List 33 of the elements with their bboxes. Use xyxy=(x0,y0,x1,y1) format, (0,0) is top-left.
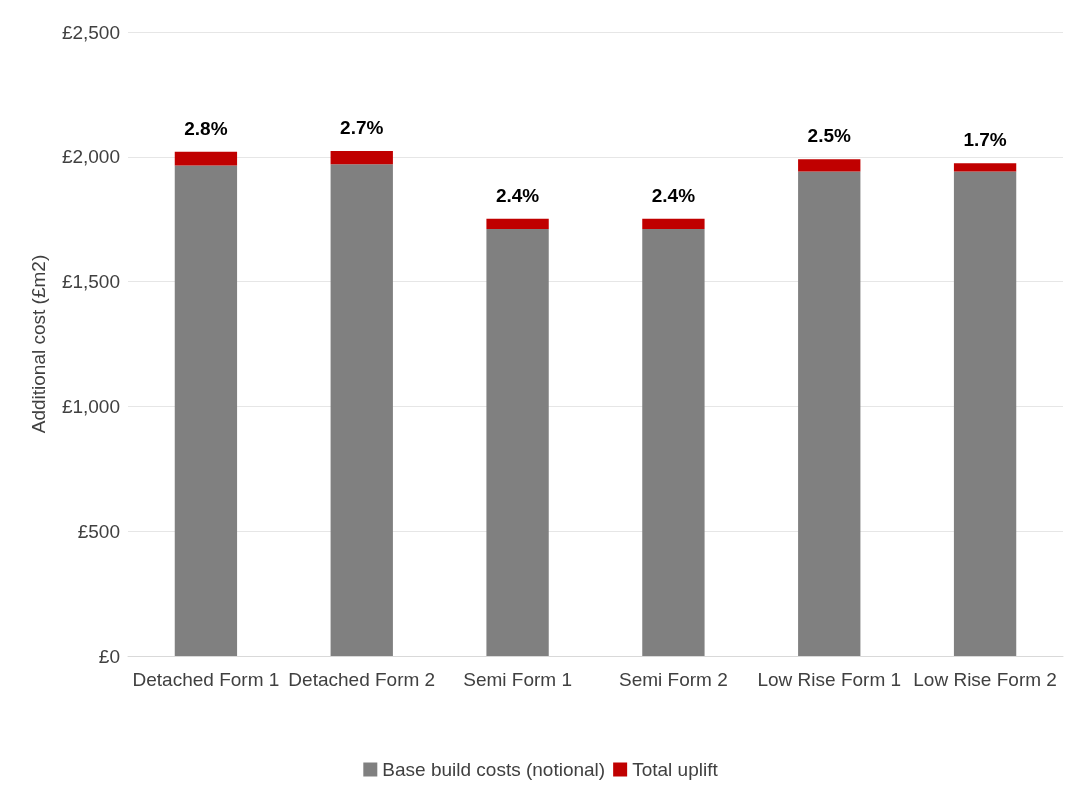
y-axis-title: Additional cost (£m2) xyxy=(28,254,49,434)
annotation: 2.8% xyxy=(184,117,228,139)
bar xyxy=(642,228,705,656)
annotation: 2.7% xyxy=(340,117,384,139)
x-tick-label: Low Rise Form 2 xyxy=(913,668,1057,690)
y-tick-label: £1,000 xyxy=(61,395,120,417)
annotation: 1.7% xyxy=(963,129,1007,151)
bar xyxy=(642,218,705,229)
y-tick-label: £1,500 xyxy=(61,271,120,293)
x-tick-label: Detached Form 2 xyxy=(288,668,436,690)
legend-label: Total uplift xyxy=(632,759,719,780)
bar xyxy=(174,165,238,656)
x-tick-label: Semi Form 1 xyxy=(463,668,572,690)
annotation: 2.4% xyxy=(495,184,540,206)
x-tick-label: Low Rise Form 1 xyxy=(757,668,902,690)
y-tick-label: £2,000 xyxy=(61,146,120,168)
x-tick-label: Detached Form 1 xyxy=(132,668,280,690)
annotation: 2.4% xyxy=(651,184,696,206)
y-tick-label: £2,500 xyxy=(61,21,120,43)
bar xyxy=(953,171,1017,656)
bar xyxy=(798,171,861,656)
bar xyxy=(798,159,861,172)
bar xyxy=(486,218,549,229)
y-tick-label: £0 xyxy=(98,645,120,667)
bar xyxy=(174,151,238,166)
bar xyxy=(330,151,393,165)
x-tick-label: Semi Form 2 xyxy=(619,668,728,690)
annotation: 2.5% xyxy=(807,125,852,147)
legend-label: Base build costs (notional) xyxy=(382,759,606,780)
bar xyxy=(953,163,1017,172)
bar xyxy=(486,228,549,656)
y-tick-label: £500 xyxy=(77,520,120,542)
bar xyxy=(330,164,393,656)
